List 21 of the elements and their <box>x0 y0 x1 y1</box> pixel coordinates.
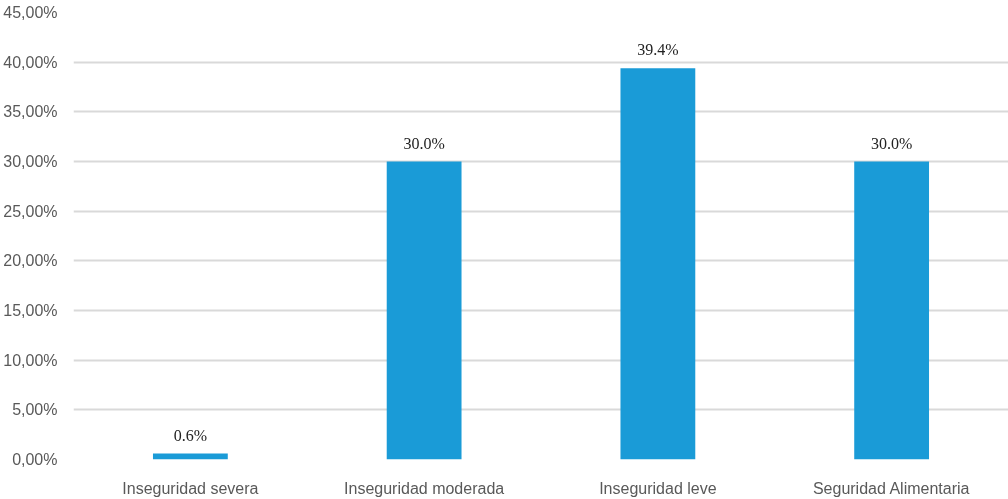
y-tick-label: 15,00% <box>3 302 58 319</box>
y-tick-label: 25,00% <box>3 202 58 220</box>
y-tick-label: 0,00% <box>12 451 58 468</box>
x-tick-label: Seguridad Alimentaria <box>812 479 970 497</box>
y-tick-label: 30,00% <box>3 153 58 170</box>
y-tick-label: 5,00% <box>12 401 58 419</box>
x-tick-label: Inseguridad leve <box>599 479 717 497</box>
bar <box>386 161 462 460</box>
x-tick-label: Inseguridad moderada <box>344 479 505 497</box>
y-tick-label: 40,00% <box>3 53 58 71</box>
y-tick-label: 10,00% <box>3 351 58 369</box>
bar <box>854 161 930 460</box>
data-label: 30.0% <box>870 134 913 152</box>
data-label: 0.6% <box>173 426 208 444</box>
y-tick-label: 45,00% <box>3 4 58 21</box>
y-tick-label: 20,00% <box>3 252 58 270</box>
x-tick-label: Inseguridad severa <box>122 479 259 497</box>
y-tick-label: 35,00% <box>3 103 58 121</box>
data-label: 39.4% <box>637 41 679 59</box>
data-label: 30.0% <box>403 134 445 152</box>
bar <box>620 68 696 460</box>
